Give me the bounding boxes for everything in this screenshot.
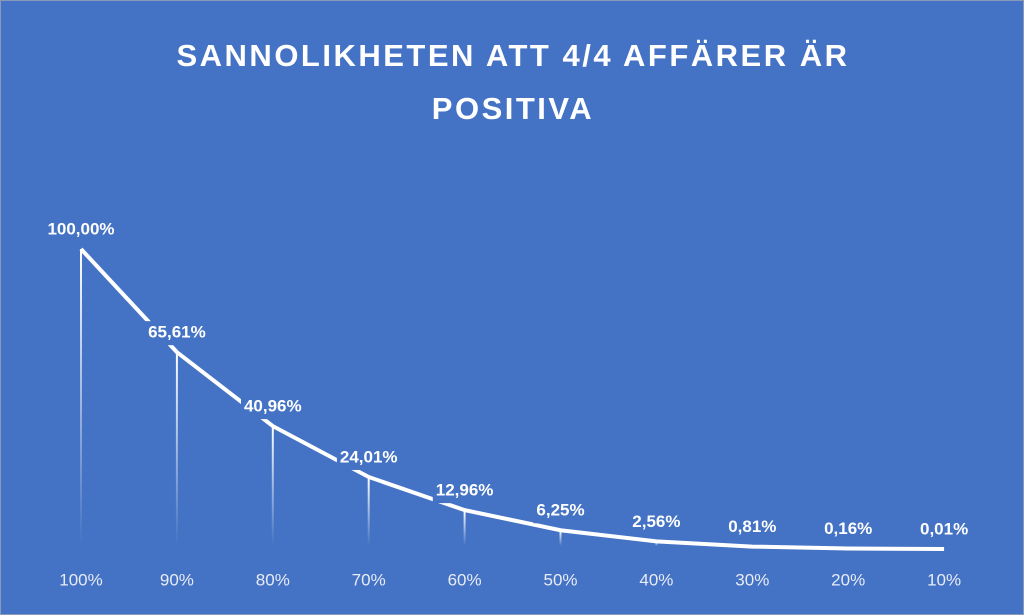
data-label: 0,81% — [728, 517, 776, 536]
data-label: 12,96% — [436, 481, 494, 500]
label-bg — [533, 499, 588, 524]
data-label: 40,96% — [244, 397, 302, 416]
x-tick-label: 70% — [352, 570, 386, 589]
x-tick-label: 80% — [256, 570, 290, 589]
label-bg — [336, 445, 401, 470]
label-bg — [241, 395, 305, 420]
x-tick-label: 40% — [639, 570, 673, 589]
x-tick-label: 30% — [735, 570, 769, 589]
drop-line — [271, 426, 274, 546]
label-bg — [821, 517, 876, 542]
x-tick-label: 50% — [543, 570, 577, 589]
label-bg — [44, 218, 118, 242]
label-bg — [917, 517, 972, 542]
data-label: 100,00% — [47, 219, 114, 238]
x-tick-label: 60% — [448, 570, 482, 589]
drop-line — [367, 476, 370, 546]
data-line — [79, 247, 945, 551]
label-bg — [629, 510, 684, 535]
x-tick-label: 100% — [59, 570, 102, 589]
data-label: 0,16% — [824, 519, 872, 538]
drop-line — [559, 530, 562, 546]
drop-line — [655, 541, 658, 546]
label-bg — [725, 515, 780, 540]
drop-line — [463, 510, 466, 546]
drop-line — [80, 249, 82, 546]
drop-line — [175, 352, 178, 546]
data-label: 0,01% — [920, 519, 968, 538]
data-label: 2,56% — [632, 512, 680, 531]
x-tick-label: 90% — [160, 570, 194, 589]
label-bg — [432, 479, 497, 504]
data-label: 65,61% — [148, 323, 206, 342]
data-label: 6,25% — [536, 501, 584, 520]
data-label: 24,01% — [340, 447, 398, 466]
x-tick-label: 20% — [831, 570, 865, 589]
x-tick-label: 10% — [927, 570, 961, 589]
chart-title: SANNOLIKHETEN ATT 4/4 AFFÄRER ÄR POSITIV… — [176, 38, 850, 126]
label-bg — [145, 321, 209, 346]
